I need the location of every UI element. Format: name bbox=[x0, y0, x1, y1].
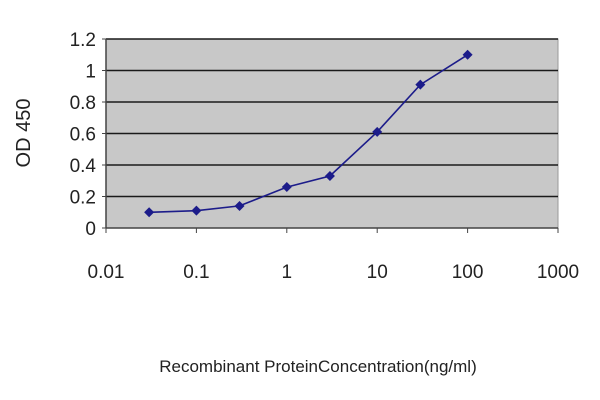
y-tick-label-3: 0.6 bbox=[70, 125, 96, 146]
x-tick-labels: 0.01 0.1 1 10 100 1000 bbox=[88, 228, 579, 283]
x-axis-label: Recombinant ProteinConcentration(ng/ml) bbox=[159, 357, 477, 376]
data-point-5 bbox=[372, 126, 383, 137]
data-point-0 bbox=[144, 207, 155, 218]
gridlines bbox=[106, 38, 558, 198]
x-tick-label-1: 0.1 bbox=[183, 262, 209, 283]
x-tick-label-0: 0.01 bbox=[88, 262, 125, 283]
data-point-7 bbox=[462, 49, 473, 60]
data-point-1 bbox=[191, 205, 202, 216]
y-tick-label-6: 1.2 bbox=[70, 30, 96, 51]
y-tick-label-1: 0.2 bbox=[70, 188, 96, 209]
data-series bbox=[144, 49, 473, 218]
x-tick-label-2: 1 bbox=[282, 262, 293, 283]
data-point-6 bbox=[415, 79, 426, 90]
data-point-3 bbox=[281, 182, 292, 193]
x-tick-label-5: 1000 bbox=[537, 262, 579, 283]
y-tick-labels: 0 0.2 0.4 0.6 0.8 1 1.2 bbox=[70, 30, 106, 240]
series-line-0 bbox=[149, 54, 469, 214]
data-point-2 bbox=[234, 200, 245, 211]
y-tick-label-0: 0 bbox=[85, 219, 96, 240]
y-tick-label-4: 0.8 bbox=[70, 93, 96, 114]
data-point-4 bbox=[324, 171, 335, 182]
y-tick-label-2: 0.4 bbox=[70, 156, 97, 177]
x-tick-label-3: 10 bbox=[367, 262, 388, 283]
x-tick-label-4: 100 bbox=[452, 262, 484, 283]
y-axis-label: OD 450 bbox=[13, 99, 35, 168]
y-tick-label-5: 1 bbox=[85, 62, 96, 83]
